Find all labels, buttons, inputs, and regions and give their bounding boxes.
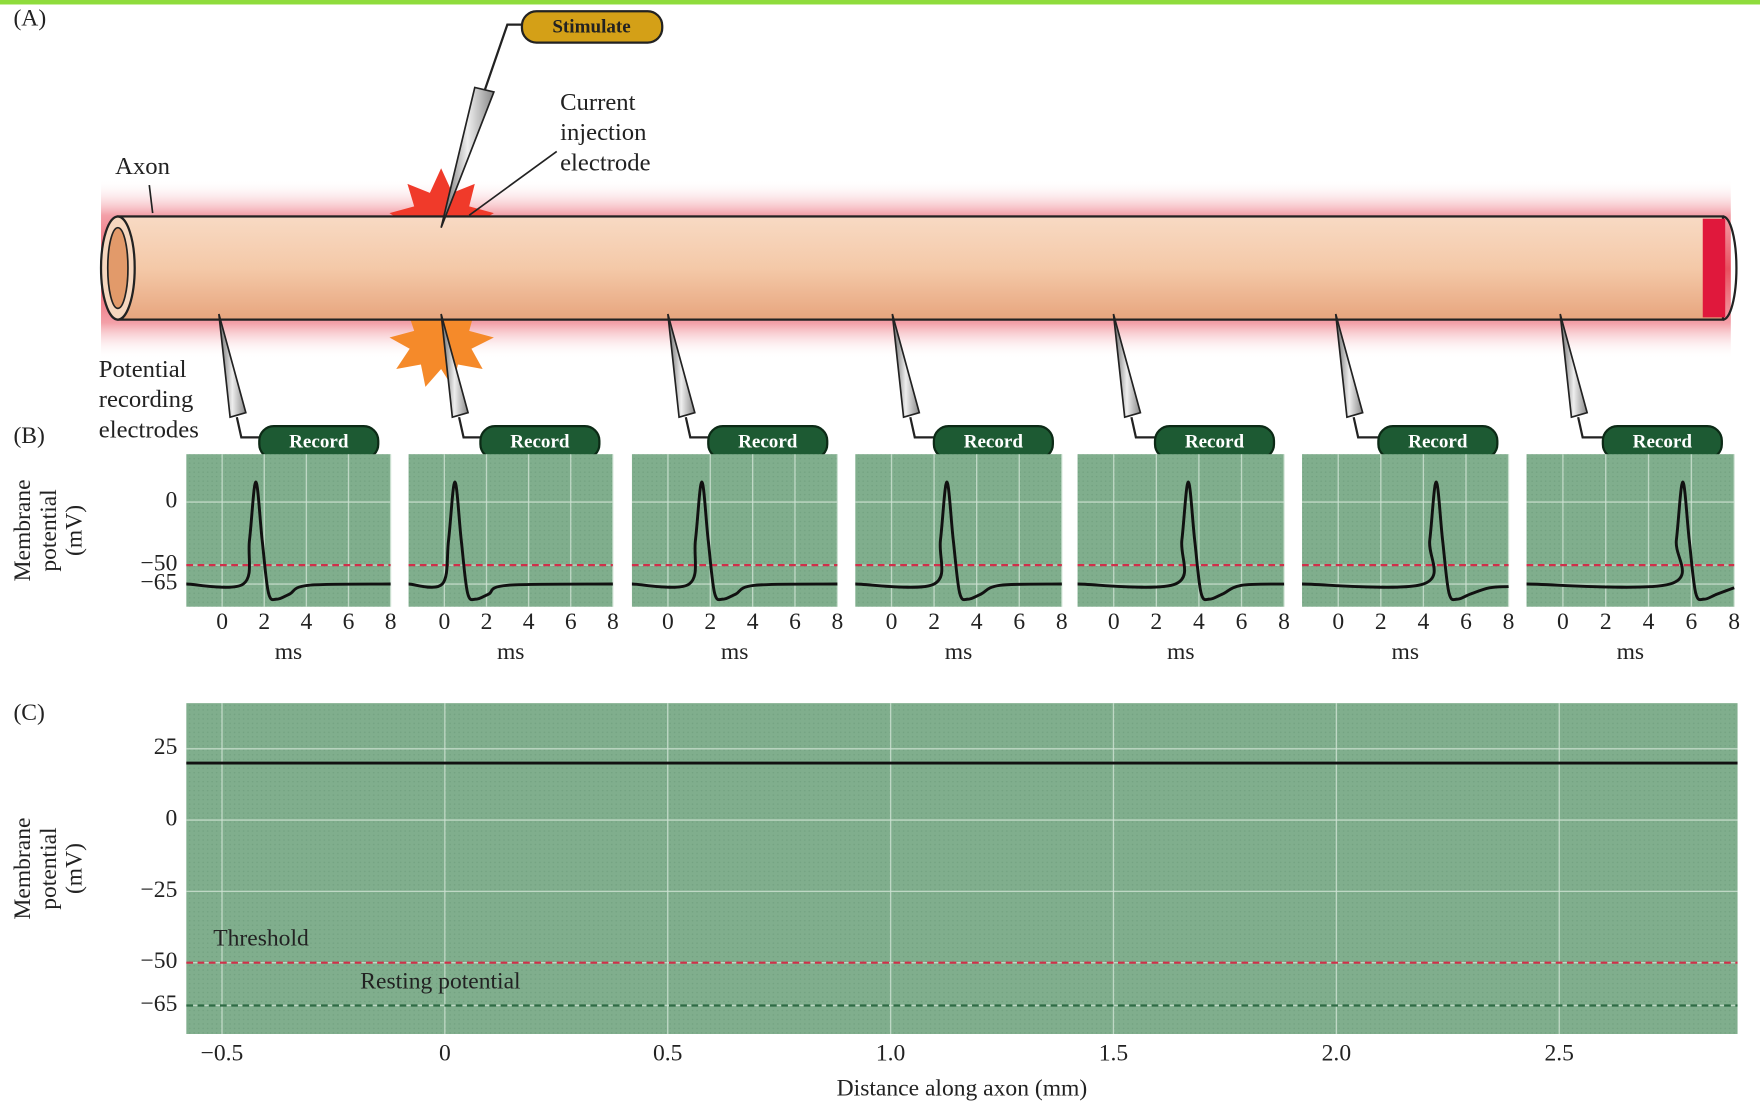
record-label: Record xyxy=(1408,431,1468,452)
x-tick-label: 2 xyxy=(1375,609,1387,635)
wire xyxy=(1354,417,1380,437)
x-axis-label: ms xyxy=(945,639,972,665)
x-axis-label: ms xyxy=(1617,639,1644,665)
top-border xyxy=(0,0,1760,4)
x-tick-label: 1.5 xyxy=(1099,1041,1128,1067)
axon-diagram: Stimulate Axon Current injection electro… xyxy=(99,11,1737,443)
wire xyxy=(237,417,261,437)
wire xyxy=(910,417,935,437)
y-axis-label: (mV) xyxy=(62,505,88,556)
x-tick-label: 8 xyxy=(831,609,843,635)
y-tick-label: 0 xyxy=(166,488,178,514)
panel-label: (B) xyxy=(13,423,44,449)
x-tick-label: 6 xyxy=(1236,609,1248,635)
x-tick-label: 2 xyxy=(1600,609,1612,635)
x-axis-label: ms xyxy=(275,639,302,665)
x-tick-label: 6 xyxy=(789,609,801,635)
x-tick-label: 4 xyxy=(1418,609,1430,635)
stimulate-label: Stimulate xyxy=(552,16,630,37)
x-tick-label: −0.5 xyxy=(201,1041,244,1067)
axon xyxy=(118,216,1723,319)
record-label: Record xyxy=(1633,431,1693,452)
x-tick-label: 6 xyxy=(1013,609,1025,635)
record-label: Record xyxy=(510,431,570,452)
x-tick-label: 0 xyxy=(216,609,228,635)
y-axis-label: Membrane xyxy=(10,479,36,581)
x-tick-label: 0 xyxy=(439,1041,451,1067)
recording-label: recording xyxy=(99,386,194,413)
y-tick-label: −25 xyxy=(141,877,178,903)
figure: Stimulate Axon Current injection electro… xyxy=(0,0,1760,1108)
x-tick-label: 2 xyxy=(928,609,940,635)
x-axis-label: ms xyxy=(1167,639,1194,665)
y-tick-label: 25 xyxy=(154,734,178,760)
x-tick-label: 8 xyxy=(1278,609,1290,635)
recording-label: electrodes xyxy=(99,416,199,443)
y-tick-label: −65 xyxy=(141,991,178,1017)
y-tick-label: −65 xyxy=(141,569,178,595)
x-tick-label: 6 xyxy=(1685,609,1697,635)
y-axis-label: potential xyxy=(36,489,62,572)
panel-label: (C) xyxy=(13,700,44,726)
x-tick-label: 0 xyxy=(886,609,898,635)
record-label: Record xyxy=(738,431,798,452)
x-tick-label: 4 xyxy=(523,609,535,635)
x-tick-label: 8 xyxy=(1056,609,1068,635)
injection-label: electrode xyxy=(560,150,650,177)
wire xyxy=(485,25,522,90)
y-axis-label: potential xyxy=(36,827,62,910)
recording-label: Potential xyxy=(99,356,187,383)
x-tick-label: 2 xyxy=(1150,609,1162,635)
x-tick-label: 6 xyxy=(343,609,355,635)
axon-end xyxy=(1703,219,1725,318)
record-label: Record xyxy=(1185,431,1245,452)
x-tick-label: 8 xyxy=(607,609,619,635)
y-tick-label: −50 xyxy=(141,948,178,974)
injection-label: injection xyxy=(560,119,646,146)
x-tick-label: 6 xyxy=(1460,609,1472,635)
x-tick-label: 8 xyxy=(1728,609,1740,635)
injection-label: Current xyxy=(560,89,636,116)
reference-label: Threshold xyxy=(213,926,309,952)
record-label: Record xyxy=(964,431,1024,452)
record-label: Record xyxy=(289,431,349,452)
x-tick-label: 2 xyxy=(481,609,493,635)
x-tick-label: 8 xyxy=(385,609,397,635)
y-tick-label: 0 xyxy=(166,805,178,831)
x-tick-label: 1.0 xyxy=(876,1041,905,1067)
x-tick-label: 4 xyxy=(971,609,983,635)
y-axis-label: (mV) xyxy=(62,843,88,894)
x-axis-label: Distance along axon (mm) xyxy=(837,1075,1088,1101)
wire xyxy=(1578,417,1604,437)
reference-label: Resting potential xyxy=(360,968,521,994)
wire xyxy=(459,417,481,437)
wire xyxy=(1131,417,1156,437)
x-tick-label: 4 xyxy=(300,609,312,635)
x-tick-label: 8 xyxy=(1503,609,1515,635)
x-axis-label: ms xyxy=(1392,639,1419,665)
axon-core xyxy=(108,228,128,309)
x-tick-label: 0 xyxy=(662,609,674,635)
y-axis-label: Membrane xyxy=(10,818,36,920)
x-tick-label: 4 xyxy=(747,609,759,635)
wire xyxy=(686,417,710,437)
x-tick-label: 2 xyxy=(704,609,716,635)
x-tick-label: 0 xyxy=(438,609,450,635)
x-tick-label: 2.0 xyxy=(1322,1041,1351,1067)
panel-label: (A) xyxy=(13,6,46,32)
x-tick-label: 0 xyxy=(1557,609,1569,635)
x-axis-label: ms xyxy=(721,639,748,665)
x-tick-label: 4 xyxy=(1643,609,1655,635)
x-tick-label: 0 xyxy=(1332,609,1344,635)
x-tick-label: 4 xyxy=(1193,609,1205,635)
x-tick-label: 2.5 xyxy=(1545,1041,1574,1067)
x-tick-label: 0.5 xyxy=(653,1041,682,1067)
x-tick-label: 2 xyxy=(258,609,270,635)
x-axis-label: ms xyxy=(497,639,524,665)
x-tick-label: 0 xyxy=(1108,609,1120,635)
axon-label: Axon xyxy=(115,153,170,180)
x-tick-label: 6 xyxy=(565,609,577,635)
